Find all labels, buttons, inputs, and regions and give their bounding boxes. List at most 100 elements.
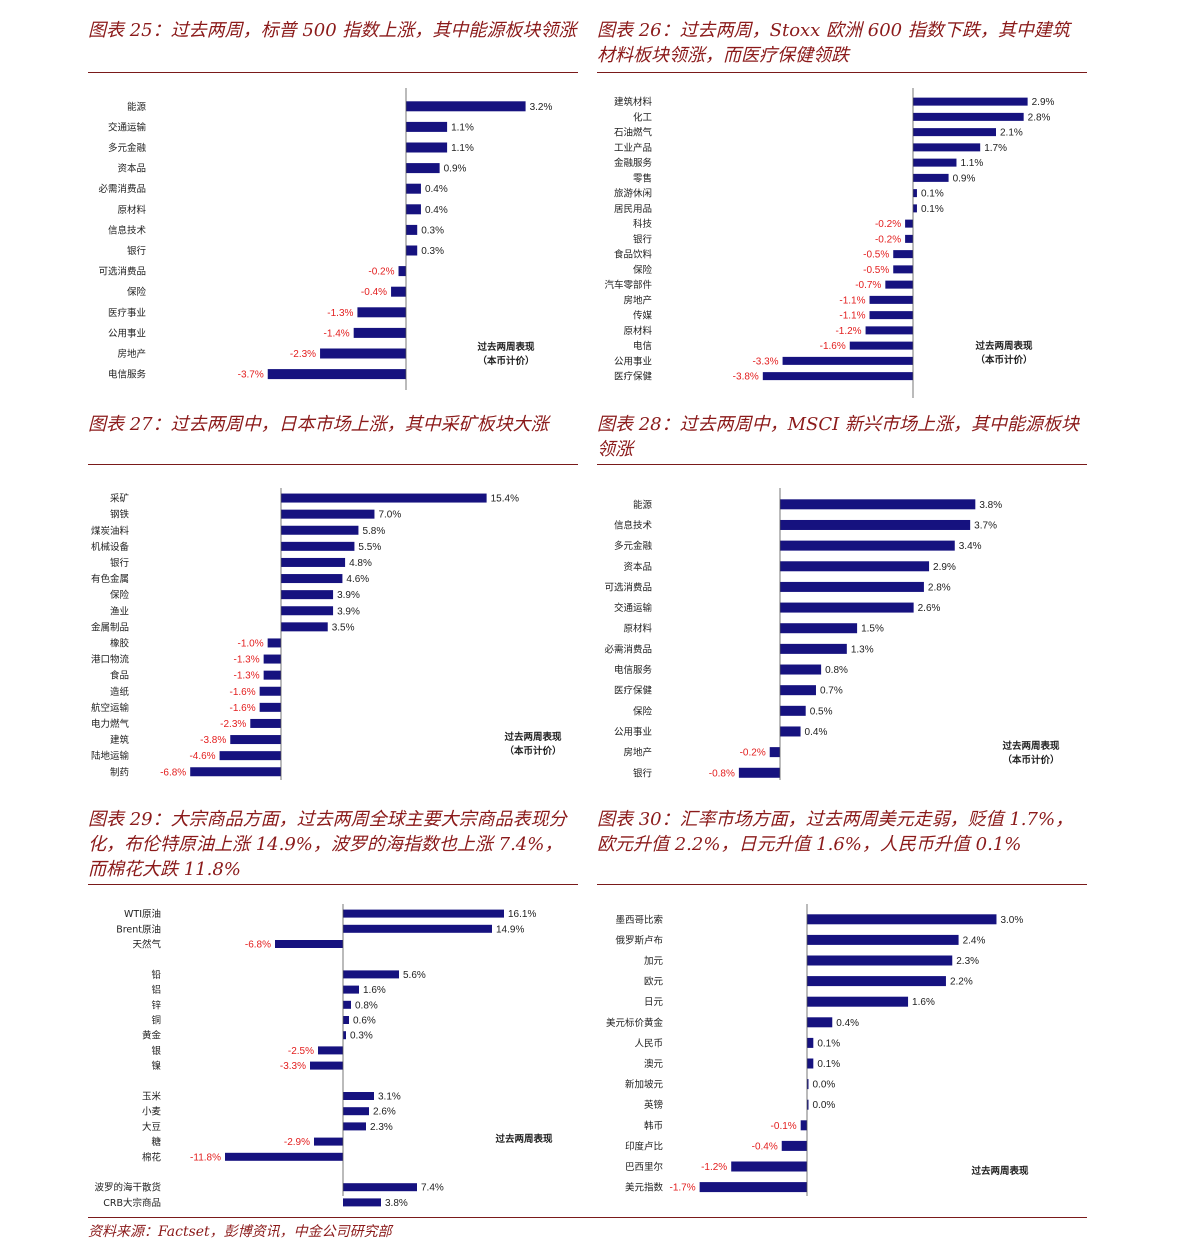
data-label: 3.9% <box>337 606 360 617</box>
data-label: 0.4% <box>425 184 448 195</box>
category-label: 电信服务 <box>614 664 653 676</box>
data-bar <box>800 1120 807 1131</box>
data-label: 0.5% <box>810 706 833 717</box>
data-label: -0.7% <box>855 280 881 291</box>
category-label: 化工 <box>633 111 653 123</box>
category-label: 食品饮料 <box>614 249 653 261</box>
data-bar <box>807 955 953 966</box>
data-bar <box>406 224 418 235</box>
data-label: -1.2% <box>701 1162 727 1173</box>
category-label: 澳元 <box>644 1058 664 1070</box>
data-bar <box>343 909 504 918</box>
data-bar <box>905 234 913 243</box>
title-rule <box>88 464 578 465</box>
data-label: 0.1% <box>921 204 944 215</box>
chart-panel-26: 图表 26：过去两周，Stoxx 欧洲 600 指数下跌，其中建筑材料板块领涨，… <box>597 18 1087 398</box>
title-rule <box>597 464 1087 465</box>
chart-note: 过去两周表现 <box>975 340 1033 352</box>
bar-chart-27: 采矿 15.4% 钢铁 7.0% 煤炭油料 5.8% 机械设备 5.5% 银行 4.8% 有色金属 4… <box>91 488 562 780</box>
data-label: -1.4% <box>324 328 350 339</box>
data-label: -1.6% <box>230 703 256 714</box>
category-label: 印度卢比 <box>625 1140 663 1152</box>
data-label: -0.4% <box>752 1141 778 1152</box>
category-label: 铜 <box>151 1015 161 1027</box>
category-label: 银行 <box>633 233 653 245</box>
data-label: 16.1% <box>508 909 536 920</box>
data-label: 0.0% <box>813 1080 836 1091</box>
category-label: 锌 <box>151 999 161 1011</box>
data-label: 0.4% <box>805 727 828 738</box>
data-bar <box>849 341 913 350</box>
category-label: 新加坡元 <box>625 1079 664 1091</box>
data-bar <box>343 1000 351 1009</box>
category-label: 公用事业 <box>614 726 652 738</box>
data-label: 0.3% <box>421 225 444 236</box>
data-label: 3.0% <box>1000 915 1023 926</box>
category-label: 加元 <box>644 956 664 967</box>
data-bar <box>281 557 346 567</box>
data-label: -2.3% <box>220 719 246 730</box>
category-label: 陆地运输 <box>91 750 130 762</box>
data-bar <box>318 1046 343 1055</box>
data-label: 3.2% <box>530 102 553 113</box>
data-label: -0.4% <box>361 287 387 298</box>
category-label: 工业产品 <box>614 142 652 154</box>
data-label: -1.7% <box>670 1183 696 1194</box>
data-label: -0.2% <box>875 234 901 245</box>
category-label: 建筑 <box>110 734 130 746</box>
chart-note: 过去两周表现 <box>477 341 535 353</box>
category-label: 糖 <box>151 1136 161 1148</box>
category-label: 保险 <box>633 264 653 276</box>
data-label: -3.8% <box>733 372 759 383</box>
data-label: 2.1% <box>1000 128 1023 139</box>
data-bar <box>913 204 917 213</box>
data-bar <box>905 219 913 228</box>
data-label: -2.5% <box>288 1046 314 1057</box>
data-bar <box>267 638 281 648</box>
data-label: -1.6% <box>820 341 846 352</box>
data-bar <box>281 509 375 519</box>
category-label: 巴西里尔 <box>625 1161 664 1173</box>
data-label: -1.1% <box>839 311 865 322</box>
category-label: 居民用品 <box>614 204 652 215</box>
category-label: 原材料 <box>623 623 652 635</box>
category-label: 港口物流 <box>91 654 130 666</box>
category-label: 房地产 <box>623 747 652 759</box>
data-label: 3.8% <box>385 1198 408 1209</box>
category-label: 韩币 <box>644 1120 663 1132</box>
chart-title-25: 图表 25：过去两周，标普 500 指数上涨，其中能源板块领涨 <box>88 20 577 41</box>
data-bar <box>320 348 406 359</box>
category-label: 铝 <box>151 984 161 996</box>
data-bar <box>865 326 913 335</box>
data-bar <box>406 245 418 256</box>
data-bar <box>913 143 981 152</box>
data-bar <box>343 924 492 933</box>
data-bar <box>781 1140 807 1151</box>
category-label: 公用事业 <box>614 355 652 367</box>
data-bar <box>913 158 957 167</box>
data-label: 0.0% <box>813 1100 836 1111</box>
data-bar <box>780 602 914 613</box>
category-label: 电力燃气 <box>91 718 130 730</box>
data-bar <box>343 1092 374 1100</box>
data-bar <box>190 767 281 777</box>
bar-chart-28: 能源 3.8% 信息技术 3.7% 多元金融 3.4% 资本品 2.9% 可选消费品 2.8% 交通… <box>604 488 1060 780</box>
category-label: 多元金融 <box>108 142 147 154</box>
data-label: 2.9% <box>933 562 956 573</box>
data-label: 1.3% <box>851 644 874 655</box>
category-label: 医疗事业 <box>108 307 146 319</box>
category-label: 橡胶 <box>110 637 130 649</box>
category-label: 能源 <box>633 499 653 511</box>
category-label: 银行 <box>110 557 130 569</box>
category-label: CRB大宗商品 <box>103 1197 161 1209</box>
category-label: 电信 <box>633 340 652 352</box>
data-label: 0.1% <box>817 1059 840 1070</box>
category-label: 信息技术 <box>108 224 147 236</box>
data-label: -6.8% <box>160 767 186 778</box>
data-bar <box>230 735 281 745</box>
data-bar <box>807 1017 833 1028</box>
category-label: 日元 <box>644 997 664 1008</box>
data-bar <box>780 519 971 530</box>
data-label: -1.6% <box>230 687 256 698</box>
data-bar <box>913 112 1024 121</box>
